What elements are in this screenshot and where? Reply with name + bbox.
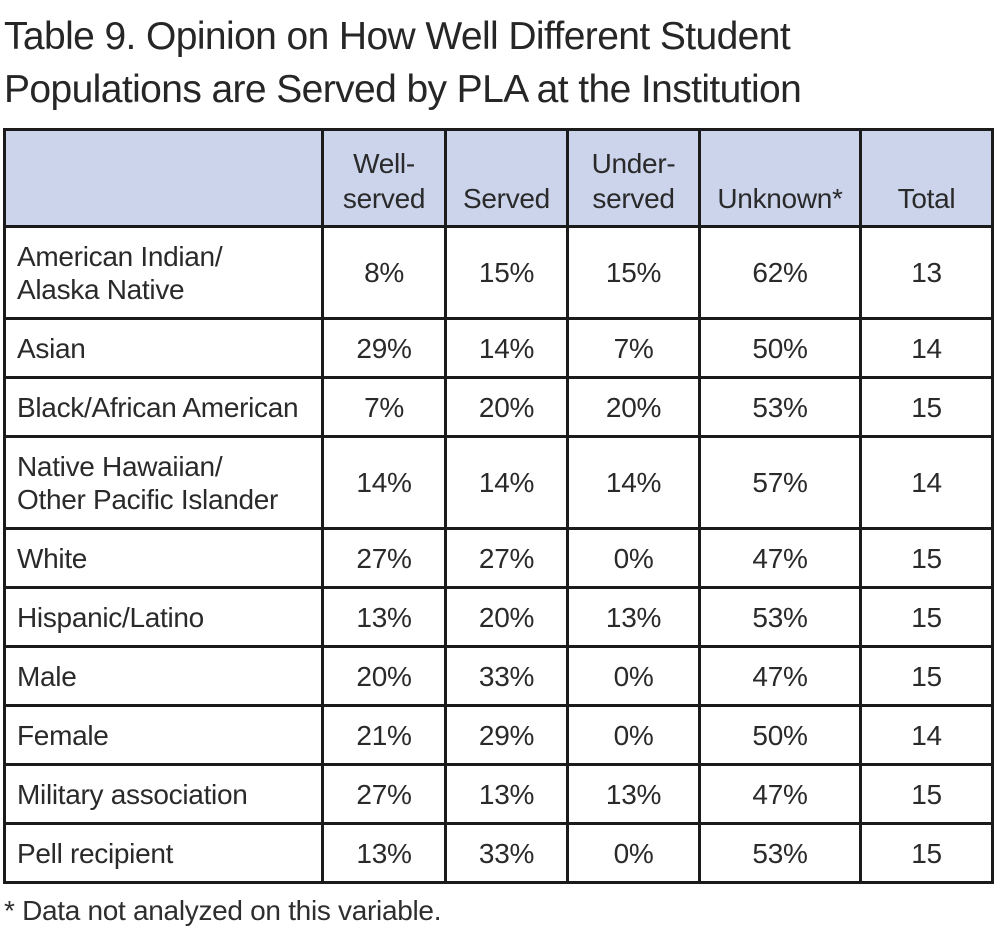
- data-cell: 47%: [698, 645, 862, 707]
- data-cell: 50%: [698, 704, 862, 766]
- row-label: White: [3, 527, 324, 589]
- column-header: Well-served: [321, 128, 447, 228]
- data-cell: 20%: [444, 586, 569, 648]
- data-cell: 47%: [698, 527, 862, 589]
- data-cell: 47%: [698, 763, 862, 825]
- data-cell: 20%: [566, 376, 701, 438]
- column-header: Under-served: [566, 128, 701, 228]
- data-cell: 15: [859, 822, 994, 884]
- table-row: Military association 27% 13% 13% 47% 15: [3, 763, 994, 825]
- data-cell: 50%: [698, 317, 862, 379]
- data-cell: 27%: [321, 527, 447, 589]
- row-label: Military association: [3, 763, 324, 825]
- row-label: Pell recipient: [3, 822, 324, 884]
- table-row: American Indian/ Alaska Native 8% 15% 15% 62…: [3, 225, 994, 320]
- header-row: Well-served Served Under-served Unknown* Tot…: [3, 128, 994, 228]
- data-cell: 0%: [566, 704, 701, 766]
- data-cell: 14: [859, 317, 994, 379]
- table-row: Pell recipient 13% 33% 0% 53% 15: [3, 822, 994, 884]
- data-cell: 15: [859, 586, 994, 648]
- data-cell: 14%: [566, 435, 701, 530]
- data-cell: 21%: [321, 704, 447, 766]
- table-row: Hispanic/Latino 13% 20% 13% 53% 15: [3, 586, 994, 648]
- data-cell: 7%: [321, 376, 447, 438]
- data-cell: 13%: [566, 586, 701, 648]
- data-cell: 15: [859, 376, 994, 438]
- data-cell: 15: [859, 527, 994, 589]
- data-cell: 13%: [566, 763, 701, 825]
- data-cell: 53%: [698, 822, 862, 884]
- table-row: Black/African American 7% 20% 20% 53% 15: [3, 376, 994, 438]
- data-cell: 7%: [566, 317, 701, 379]
- table-row: Native Hawaiian/ Other Pacific Islander 1…: [3, 435, 994, 530]
- data-cell: 14%: [444, 435, 569, 530]
- data-cell: 27%: [444, 527, 569, 589]
- column-header: Total: [859, 128, 994, 228]
- data-cell: 57%: [698, 435, 862, 530]
- data-cell: 15%: [566, 225, 701, 320]
- table-row: White 27% 27% 0% 47% 15: [3, 527, 994, 589]
- table-title: Table 9. Opinion on How Well Different S…: [4, 15, 802, 111]
- table-row: Male 20% 33% 0% 47% 15: [3, 645, 994, 707]
- row-label: American Indian/ Alaska Native: [3, 225, 324, 320]
- data-cell: 15: [859, 645, 994, 707]
- data-cell: 62%: [698, 225, 862, 320]
- row-label: Native Hawaiian/ Other Pacific Islander: [3, 435, 324, 530]
- data-cell: 8%: [321, 225, 447, 320]
- data-cell: 13%: [321, 822, 447, 884]
- row-label: Hispanic/Latino: [3, 586, 324, 648]
- data-cell: 14: [859, 704, 994, 766]
- table-row: Asian 29% 14% 7% 50% 14: [3, 317, 994, 379]
- data-table: Well-served Served Under-served Unknown* Tot…: [3, 128, 994, 884]
- data-cell: 27%: [321, 763, 447, 825]
- footnote: * Data not analyzed on this variable.: [4, 895, 442, 926]
- row-label: Male: [3, 645, 324, 707]
- data-cell: 14%: [444, 317, 569, 379]
- data-cell: 53%: [698, 376, 862, 438]
- table-body: American Indian/ Alaska Native 8% 15% 15% 62…: [3, 225, 994, 884]
- data-cell: 13%: [321, 586, 447, 648]
- data-cell: 13%: [444, 763, 569, 825]
- row-label: Asian: [3, 317, 324, 379]
- data-cell: 15: [859, 763, 994, 825]
- data-cell: 53%: [698, 586, 862, 648]
- data-cell: 29%: [321, 317, 447, 379]
- data-cell: 29%: [444, 704, 569, 766]
- data-cell: 0%: [566, 645, 701, 707]
- table-row: Female 21% 29% 0% 50% 14: [3, 704, 994, 766]
- column-header: Served: [444, 128, 569, 228]
- data-cell: 20%: [444, 376, 569, 438]
- data-cell: 0%: [566, 527, 701, 589]
- data-cell: 33%: [444, 645, 569, 707]
- data-cell: 20%: [321, 645, 447, 707]
- row-label: Female: [3, 704, 324, 766]
- data-cell: 33%: [444, 822, 569, 884]
- data-cell: 14: [859, 435, 994, 530]
- data-cell: 0%: [566, 822, 701, 884]
- data-cell: 14%: [321, 435, 447, 530]
- column-header: Unknown*: [698, 128, 862, 228]
- row-label: Black/African American: [3, 376, 324, 438]
- header-cell-empty: [3, 128, 324, 228]
- data-cell: 15%: [444, 225, 569, 320]
- data-cell: 13: [859, 225, 994, 320]
